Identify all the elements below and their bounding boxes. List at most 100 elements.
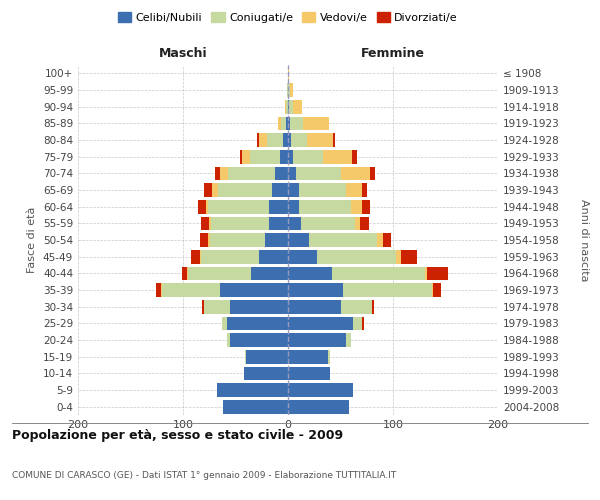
Bar xyxy=(288,166,296,180)
Bar xyxy=(288,366,330,380)
Text: Maschi: Maschi xyxy=(158,47,208,60)
Bar xyxy=(307,133,333,147)
Bar xyxy=(289,100,293,114)
Bar xyxy=(288,300,341,314)
Bar xyxy=(288,183,299,197)
Bar xyxy=(433,283,442,297)
Bar xyxy=(288,250,317,264)
Bar xyxy=(162,283,220,297)
Y-axis label: Fasce di età: Fasce di età xyxy=(28,207,37,273)
Bar xyxy=(223,400,288,413)
Bar xyxy=(204,300,230,314)
Bar xyxy=(228,166,275,180)
Bar xyxy=(361,200,370,213)
Bar xyxy=(343,283,432,297)
Bar xyxy=(212,183,218,197)
Bar xyxy=(197,200,206,213)
Bar xyxy=(351,200,361,213)
Bar xyxy=(182,266,187,280)
Bar xyxy=(396,250,401,264)
Bar xyxy=(200,250,201,264)
Bar xyxy=(288,150,293,164)
Bar xyxy=(242,150,250,164)
Bar xyxy=(288,133,291,147)
Bar xyxy=(200,233,208,247)
Bar xyxy=(377,233,383,247)
Bar xyxy=(269,216,288,230)
Bar xyxy=(218,183,272,197)
Bar xyxy=(299,200,351,213)
Bar xyxy=(303,116,329,130)
Bar xyxy=(156,283,161,297)
Bar xyxy=(288,66,289,80)
Bar xyxy=(251,266,288,280)
Bar xyxy=(208,233,210,247)
Bar xyxy=(283,133,288,147)
Bar xyxy=(288,216,301,230)
Bar xyxy=(346,183,361,197)
Bar xyxy=(288,316,353,330)
Bar xyxy=(372,300,374,314)
Bar xyxy=(230,300,288,314)
Text: Femmine: Femmine xyxy=(361,47,425,60)
Bar xyxy=(353,316,361,330)
Bar xyxy=(201,250,259,264)
Bar xyxy=(288,116,290,130)
Bar xyxy=(188,266,251,280)
Y-axis label: Anni di nascita: Anni di nascita xyxy=(579,198,589,281)
Bar xyxy=(288,200,299,213)
Bar xyxy=(287,83,288,97)
Bar xyxy=(293,150,323,164)
Bar xyxy=(432,283,433,297)
Bar xyxy=(265,233,288,247)
Bar xyxy=(401,250,417,264)
Bar xyxy=(361,216,369,230)
Bar xyxy=(280,150,288,164)
Bar xyxy=(208,200,269,213)
Bar xyxy=(296,166,341,180)
Bar xyxy=(346,333,351,347)
Bar xyxy=(301,216,355,230)
Bar xyxy=(209,216,211,230)
Bar xyxy=(191,250,200,264)
Bar xyxy=(286,100,288,114)
Bar xyxy=(290,83,293,97)
Bar xyxy=(230,333,288,347)
Bar xyxy=(288,333,346,347)
Legend: Celibi/Nubili, Coniugati/e, Vedovi/e, Divorziati/e: Celibi/Nubili, Coniugati/e, Vedovi/e, Di… xyxy=(113,8,463,27)
Bar xyxy=(383,233,391,247)
Bar xyxy=(288,283,343,297)
Bar xyxy=(250,150,280,164)
Bar xyxy=(220,283,288,297)
Bar xyxy=(285,100,286,114)
Bar xyxy=(259,250,288,264)
Bar xyxy=(370,166,375,180)
Bar xyxy=(277,116,281,130)
Bar xyxy=(215,166,220,180)
Bar xyxy=(361,316,364,330)
Bar xyxy=(317,250,396,264)
Bar xyxy=(204,183,212,197)
Bar xyxy=(227,316,288,330)
Bar xyxy=(211,216,269,230)
Bar xyxy=(299,183,346,197)
Bar xyxy=(288,383,353,397)
Bar xyxy=(361,183,367,197)
Bar xyxy=(272,183,288,197)
Bar xyxy=(293,100,302,114)
Bar xyxy=(240,150,242,164)
Bar xyxy=(332,266,425,280)
Text: COMUNE DI CARASCO (GE) - Dati ISTAT 1° gennaio 2009 - Elaborazione TUTTITALIA.IT: COMUNE DI CARASCO (GE) - Dati ISTAT 1° g… xyxy=(12,471,396,480)
Bar xyxy=(341,300,372,314)
Bar xyxy=(341,166,370,180)
Text: Popolazione per età, sesso e stato civile - 2009: Popolazione per età, sesso e stato civil… xyxy=(12,430,343,442)
Bar xyxy=(206,200,208,213)
Bar xyxy=(222,316,227,330)
Bar xyxy=(259,133,267,147)
Bar xyxy=(257,133,259,147)
Bar xyxy=(245,350,246,364)
Bar xyxy=(352,150,358,164)
Bar xyxy=(275,166,288,180)
Bar xyxy=(286,116,288,130)
Bar xyxy=(309,233,377,247)
